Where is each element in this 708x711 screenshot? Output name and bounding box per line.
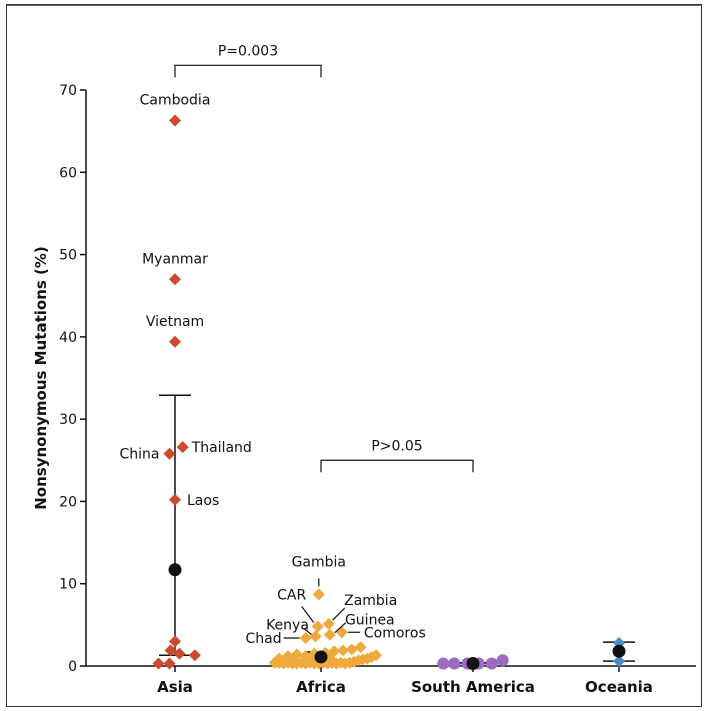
data-point xyxy=(309,630,322,643)
data-point xyxy=(169,114,181,127)
data-point xyxy=(173,647,186,660)
data-point xyxy=(370,649,382,662)
data-point xyxy=(323,628,336,641)
label-leader xyxy=(301,606,315,623)
data-point xyxy=(337,644,349,657)
point-label: Laos xyxy=(187,493,219,509)
point-label: CAR xyxy=(277,588,306,604)
data-point xyxy=(496,654,509,667)
data-point xyxy=(152,657,165,670)
y-tick-label: 70 xyxy=(59,83,77,99)
data-point xyxy=(312,588,325,601)
point-label: Myanmar xyxy=(142,251,208,267)
data-point xyxy=(322,618,335,631)
data-point xyxy=(485,657,498,670)
label-leader xyxy=(334,622,347,634)
point-label: Gambia xyxy=(292,554,346,570)
y-axis-title: Nonsynonymous Mutations (%) xyxy=(32,246,50,510)
point-label: Kenya xyxy=(266,617,309,633)
x-category-label: South America xyxy=(411,678,535,696)
x-category-label: Asia xyxy=(157,678,193,696)
label-leader xyxy=(303,627,312,635)
data-point xyxy=(286,652,299,665)
data-point xyxy=(164,644,177,657)
p-value-label: P=0.003 xyxy=(218,43,278,59)
data-point xyxy=(311,620,324,633)
data-point xyxy=(176,441,189,454)
y-tick-label: 60 xyxy=(59,165,77,181)
data-point xyxy=(273,652,286,665)
y-tick-label: 0 xyxy=(68,659,77,675)
data-point xyxy=(448,657,461,670)
data-point xyxy=(437,657,450,670)
point-label: Cambodia xyxy=(140,92,211,108)
mean-marker xyxy=(466,657,480,671)
label-leader xyxy=(332,607,346,621)
annotations: Cambodia Myanmar Vietnam Thailand China Laos G… xyxy=(120,43,474,647)
data-point xyxy=(188,649,201,662)
mean-marker xyxy=(168,563,182,577)
data-point xyxy=(354,641,367,654)
point-label: Zambia xyxy=(344,593,397,609)
comparison-bracket xyxy=(174,64,322,78)
data-point xyxy=(613,655,625,668)
y-tick-label: 20 xyxy=(59,494,77,510)
point-label: Thailand xyxy=(191,440,252,456)
axes: 0 10 20 30 40 50 60 70 Asia Africa South America Oc… xyxy=(32,83,696,696)
chart-frame: 0 10 20 30 40 50 60 70 Asia Africa South America Oc… xyxy=(6,4,702,707)
p-value-label: P>0.05 xyxy=(371,438,422,454)
data-point xyxy=(163,447,176,460)
data-point xyxy=(163,657,176,670)
point-label: Guinea xyxy=(345,613,395,629)
scatter-chart: 0 10 20 30 40 50 60 70 Asia Africa South America Oc… xyxy=(6,4,702,707)
point-label: Chad xyxy=(245,631,281,647)
y-tick-label: 50 xyxy=(59,248,77,264)
data-point xyxy=(169,635,181,648)
comparison-bracket xyxy=(320,459,474,473)
data-point xyxy=(304,653,316,666)
y-tick-label: 40 xyxy=(59,330,77,346)
point-label: Vietnam xyxy=(146,314,204,330)
point-label: Comoros xyxy=(364,625,426,641)
marks xyxy=(152,114,635,671)
point-label: China xyxy=(120,447,160,463)
mean-marker xyxy=(612,644,626,658)
data-point xyxy=(169,335,181,348)
x-category-label: Oceania xyxy=(585,678,653,696)
data-point xyxy=(169,273,181,286)
data-point xyxy=(299,632,312,645)
y-tick-label: 10 xyxy=(59,577,77,593)
x-category-label: Africa xyxy=(296,678,346,696)
y-tick-label: 30 xyxy=(59,412,77,428)
data-point xyxy=(169,493,181,506)
mean-marker xyxy=(314,650,328,664)
data-point xyxy=(345,643,358,656)
